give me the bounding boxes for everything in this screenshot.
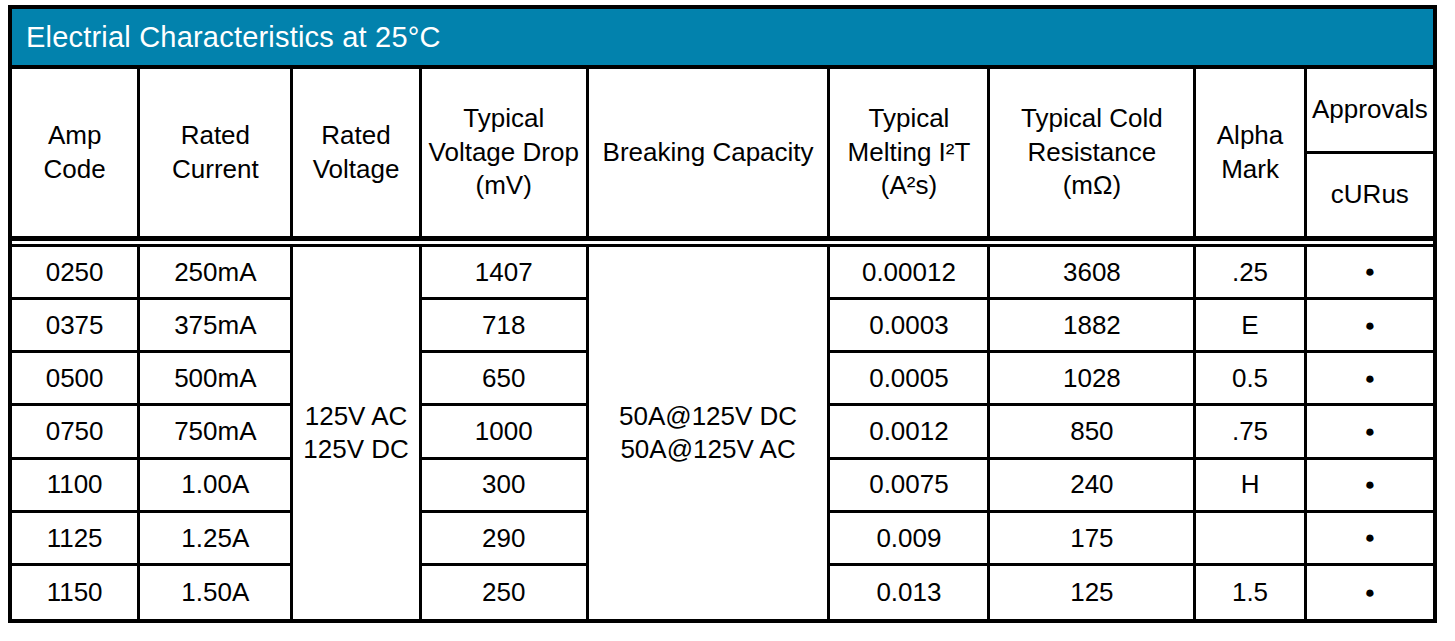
cell-voltage-drop: 250	[422, 566, 589, 619]
cell-alpha-mark: H	[1196, 460, 1306, 513]
column-header-breaking-capacity: Breaking Capacity	[589, 69, 831, 236]
curus-approval-bullet-icon: ●	[1307, 566, 1433, 619]
table-body: 125V AC 125V DC 50A@125V DC 50A@125V AC …	[12, 244, 1433, 619]
column-header-rated-current: Rated Current	[140, 69, 293, 236]
cell-melting-i2t: 0.00012	[830, 247, 990, 300]
cell-melting-i2t: 0.0075	[830, 460, 990, 513]
curus-approval-bullet-icon: ●	[1307, 353, 1433, 406]
cell-voltage-drop: 1407	[422, 247, 589, 300]
cell-alpha-mark	[1196, 513, 1306, 566]
cell-melting-i2t: 0.0005	[830, 353, 990, 406]
cell-rated-current: 1.50A	[140, 566, 293, 619]
cell-alpha-mark: 0.5	[1196, 353, 1306, 406]
cell-voltage-drop: 650	[422, 353, 589, 406]
curus-approval-bullet-icon: ●	[1307, 247, 1433, 300]
cell-amp-code: 0500	[12, 353, 140, 406]
merged-cell-breaking-capacity: 50A@125V DC 50A@125V AC	[589, 247, 831, 619]
cell-cold-resistance: 175	[990, 513, 1196, 566]
curus-approval-bullet-icon: ●	[1307, 406, 1433, 459]
column-header-voltage-drop: Typical Voltage Drop (mV)	[422, 69, 589, 236]
cell-amp-code: 0375	[12, 300, 140, 353]
column-header-approvals: Approvals cURus	[1307, 69, 1433, 236]
table-title-bar: Electrial Characteristics at 25°C	[12, 9, 1433, 69]
curus-approval-bullet-icon: ●	[1307, 300, 1433, 353]
column-header-alpha-mark: Alpha Mark	[1196, 69, 1306, 236]
cell-voltage-drop: 300	[422, 460, 589, 513]
column-header-amp-code: Amp Code	[12, 69, 140, 236]
cell-voltage-drop: 1000	[422, 406, 589, 459]
table-header-row: Amp Code Rated Current Rated Voltage Typ…	[12, 69, 1433, 241]
column-header-cold-resistance: Typical Cold Resistance (mΩ)	[990, 69, 1196, 236]
column-header-approvals-label: Approvals	[1307, 69, 1433, 154]
cell-rated-current: 375mA	[140, 300, 293, 353]
cell-rated-current: 1.25A	[140, 513, 293, 566]
cell-melting-i2t: 0.0012	[830, 406, 990, 459]
cell-alpha-mark: .75	[1196, 406, 1306, 459]
cell-amp-code: 1125	[12, 513, 140, 566]
cell-cold-resistance: 1882	[990, 300, 1196, 353]
cell-cold-resistance: 240	[990, 460, 1196, 513]
cell-rated-current: 250mA	[140, 247, 293, 300]
column-header-melting-i2t: Typical Melting I²T (A²s)	[830, 69, 990, 236]
electrical-characteristics-table: Electrial Characteristics at 25°C Amp Co…	[8, 5, 1437, 623]
cell-cold-resistance: 850	[990, 406, 1196, 459]
cell-amp-code: 0750	[12, 406, 140, 459]
cell-melting-i2t: 0.0003	[830, 300, 990, 353]
cell-voltage-drop: 290	[422, 513, 589, 566]
cell-alpha-mark: 1.5	[1196, 566, 1306, 619]
cell-amp-code: 0250	[12, 247, 140, 300]
cell-cold-resistance: 1028	[990, 353, 1196, 406]
cell-alpha-mark: .25	[1196, 247, 1306, 300]
cell-amp-code: 1100	[12, 460, 140, 513]
cell-melting-i2t: 0.013	[830, 566, 990, 619]
column-header-curus-label: cURus	[1307, 154, 1433, 236]
cell-alpha-mark: E	[1196, 300, 1306, 353]
cell-rated-current: 1.00A	[140, 460, 293, 513]
table-title: Electrial Characteristics at 25°C	[26, 21, 441, 54]
cell-melting-i2t: 0.009	[830, 513, 990, 566]
cell-cold-resistance: 3608	[990, 247, 1196, 300]
cell-rated-current: 750mA	[140, 406, 293, 459]
cell-rated-current: 500mA	[140, 353, 293, 406]
cell-cold-resistance: 125	[990, 566, 1196, 619]
cell-voltage-drop: 718	[422, 300, 589, 353]
curus-approval-bullet-icon: ●	[1307, 513, 1433, 566]
column-header-rated-voltage: Rated Voltage	[293, 69, 421, 236]
curus-approval-bullet-icon: ●	[1307, 460, 1433, 513]
merged-cell-rated-voltage: 125V AC 125V DC	[293, 247, 421, 619]
cell-amp-code: 1150	[12, 566, 140, 619]
